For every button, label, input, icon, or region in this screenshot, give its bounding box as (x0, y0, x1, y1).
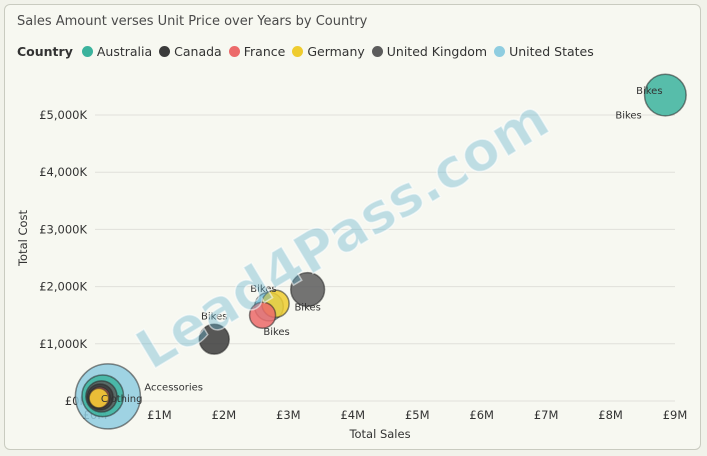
data-label: Clothing (101, 394, 143, 405)
legend-label: Germany (307, 44, 365, 59)
y-tick-label: £3,000K (39, 222, 87, 236)
legend-swatch (371, 46, 383, 57)
y-tick-label: £2,000K (39, 280, 87, 294)
legend-item[interactable]: Australia (81, 44, 153, 59)
watermark-text: Lead4Pass.com (125, 87, 559, 382)
y-tick-label: £4,000K (39, 165, 87, 179)
legend-swatch (81, 46, 93, 57)
x-tick-label: £3M (276, 408, 301, 422)
x-tick-label: £2M (212, 408, 237, 422)
data-label: Bikes (615, 110, 641, 121)
legend: Country Australia Canada France Germany Unit… (17, 44, 594, 59)
data-point (248, 301, 277, 329)
legend-swatch (228, 46, 240, 57)
x-tick-label: £8M (598, 408, 623, 422)
data-point (643, 73, 687, 117)
legend-swatch (292, 46, 304, 57)
data-point (88, 387, 110, 409)
y-tick-label: £1,000K (39, 337, 87, 351)
legend-item[interactable]: France (228, 44, 286, 59)
data-label: Bikes (250, 284, 276, 295)
x-tick-label: £9M (663, 408, 688, 422)
x-tick-label: £6M (469, 408, 494, 422)
legend-title: Country (17, 44, 73, 59)
legend-label: Australia (96, 44, 153, 59)
y-tick-label: £5,000K (39, 108, 87, 122)
x-tick-label: £5M (405, 408, 430, 422)
x-tick-label: £1M (147, 408, 172, 422)
data-label: Bikes (294, 302, 320, 313)
legend-item[interactable]: Canada (159, 44, 222, 59)
legend-label: United Kingdom (386, 44, 488, 59)
legend-item[interactable]: United Kingdom (371, 44, 488, 59)
legend-label: Canada (174, 44, 222, 59)
legend-label: France (243, 44, 286, 59)
x-tick-label: £4M (340, 408, 365, 422)
x-tick-label: £7M (534, 408, 559, 422)
data-label: Bikes (263, 327, 289, 338)
data-point (290, 271, 326, 308)
data-point (198, 323, 230, 355)
legend-item[interactable]: Germany (292, 44, 365, 59)
data-label: Accessories (144, 382, 203, 393)
chart-title: Sales Amount verses Unit Price over Year… (17, 14, 368, 29)
legend-item[interactable]: United States (494, 44, 594, 59)
legend-swatch (159, 46, 171, 57)
data-label: Bikes (636, 86, 662, 97)
legend-swatch (494, 46, 506, 57)
y-axis-title: Total Cost (16, 209, 30, 267)
data-label: Bikes (201, 311, 227, 322)
x-axis-title: Total Sales (348, 427, 410, 441)
legend-label: United States (509, 44, 594, 59)
